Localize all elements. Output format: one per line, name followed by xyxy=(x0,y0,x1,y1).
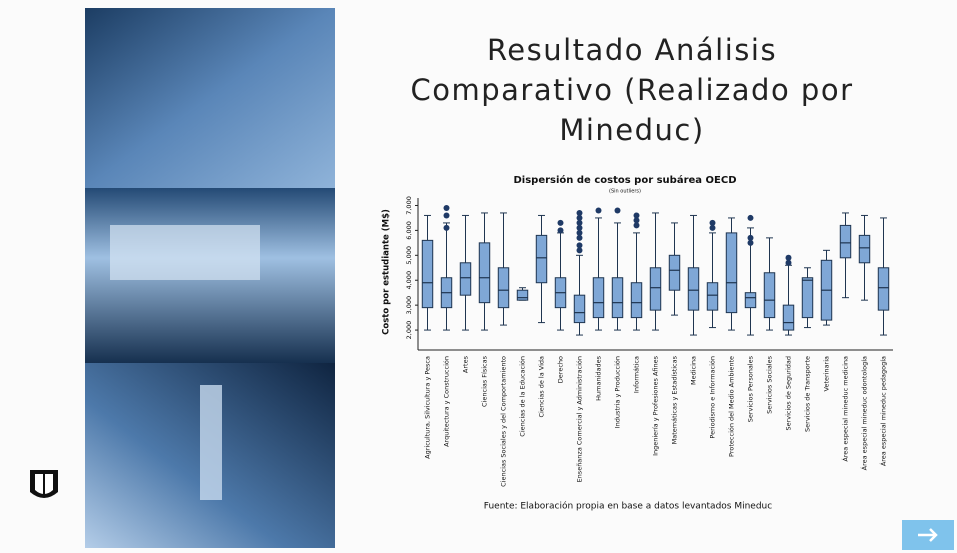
x-tick-label: Protección del Medio Ambiente xyxy=(728,356,736,457)
y-tick-label: 3,000 xyxy=(405,296,413,315)
x-tick-label: Servicios Sociales xyxy=(766,355,774,414)
x-tick-label: Ciencias Sociales y del Comportamiento xyxy=(500,356,508,487)
x-tick-label: Servicios de Seguridad xyxy=(785,356,793,431)
box xyxy=(460,263,470,295)
x-tick-label: Industria y Producción xyxy=(614,356,622,428)
box xyxy=(878,268,888,310)
x-tick-label: Servicios Personales xyxy=(747,355,755,422)
box xyxy=(650,268,660,310)
y-tick-label: 6,000 xyxy=(405,221,413,240)
outlier xyxy=(558,227,564,233)
outlier xyxy=(748,215,754,221)
chart-subtitle: (Sin outliers) xyxy=(609,189,641,195)
outlier xyxy=(748,240,754,246)
box xyxy=(479,243,489,303)
box xyxy=(422,240,432,307)
logo xyxy=(30,470,58,498)
box xyxy=(707,283,717,310)
slide: Fuente: Elaboración propia en base a dat… xyxy=(0,0,957,553)
x-tick-label: Ingeniería y Profesiones Afines xyxy=(652,355,660,456)
x-tick-label: Arquitectura y Construcción xyxy=(443,356,451,447)
box xyxy=(517,290,527,300)
slide-title: Mineduc) xyxy=(559,113,704,147)
x-tick-label: Derecho xyxy=(557,356,565,383)
x-tick-label: Área especial mineduc pedagogía xyxy=(879,356,888,466)
x-tick-label: Ciencias Físicas xyxy=(481,355,489,407)
slide-title: Comparativo (Realizado por xyxy=(411,73,854,107)
x-tick-label: Artes xyxy=(462,355,470,373)
outlier xyxy=(577,235,583,241)
box xyxy=(745,293,755,308)
x-tick-label: Área especial mineduc odontología xyxy=(860,356,869,470)
box xyxy=(631,283,641,318)
x-tick-label: Humanidades xyxy=(595,355,603,400)
box xyxy=(764,273,774,318)
source: Fuente: Elaboración propia en base a dat… xyxy=(484,501,772,512)
x-tick-label: Matemáticas y Estadísticas xyxy=(671,355,679,444)
outlier xyxy=(444,212,450,218)
box xyxy=(593,278,603,318)
photo-campus xyxy=(85,8,335,188)
x-tick-label: Ciencias de la Vida xyxy=(538,356,546,418)
box xyxy=(859,235,869,262)
x-tick-label: Área especial mineduc medicina xyxy=(841,356,850,462)
x-tick-label: Enseñanza Comercial y Administración xyxy=(576,356,584,482)
monument-shape xyxy=(200,385,222,500)
y-tick-label: 7,000 xyxy=(405,196,413,215)
x-tick-label: Informática xyxy=(633,356,641,393)
x-tick-label: Agricultura, Silvicultura y Pesca xyxy=(424,356,432,459)
y-axis-label: Costo por estudiante (M$) xyxy=(382,209,392,335)
x-tick-label: Periodismo e Información xyxy=(709,356,717,439)
box xyxy=(498,268,508,308)
outlier xyxy=(634,222,640,228)
box xyxy=(688,268,698,310)
y-tick-label: 2,000 xyxy=(405,321,413,340)
box xyxy=(536,235,546,282)
box xyxy=(612,278,622,318)
y-tick-label: 4,000 xyxy=(405,271,413,290)
next-button[interactable] xyxy=(902,520,954,550)
outlier xyxy=(444,225,450,231)
outlier xyxy=(596,207,602,213)
x-tick-label: Medicina xyxy=(690,356,698,385)
slide-title: Resultado Análisis xyxy=(487,33,777,67)
box xyxy=(726,233,736,313)
outlier xyxy=(577,247,583,253)
box xyxy=(802,278,812,318)
box xyxy=(840,225,850,257)
y-tick-label: 5,000 xyxy=(405,246,413,265)
x-tick-label: Ciencias de la Educación xyxy=(519,356,527,437)
x-tick-label: Servicios de Transporte xyxy=(804,356,812,432)
box xyxy=(574,295,584,322)
box xyxy=(669,255,679,290)
outlier xyxy=(615,207,621,213)
x-tick-label: Veterinaria xyxy=(823,356,831,392)
chart-title: Dispersión de costos por subárea OECD xyxy=(514,174,737,186)
outlier xyxy=(710,225,716,231)
building-shape xyxy=(110,225,260,280)
outlier xyxy=(444,205,450,211)
slide-canvas: Fuente: Elaboración propia en base a dat… xyxy=(0,0,957,553)
outlier xyxy=(558,220,564,226)
outlier xyxy=(786,260,792,266)
box xyxy=(783,305,793,330)
